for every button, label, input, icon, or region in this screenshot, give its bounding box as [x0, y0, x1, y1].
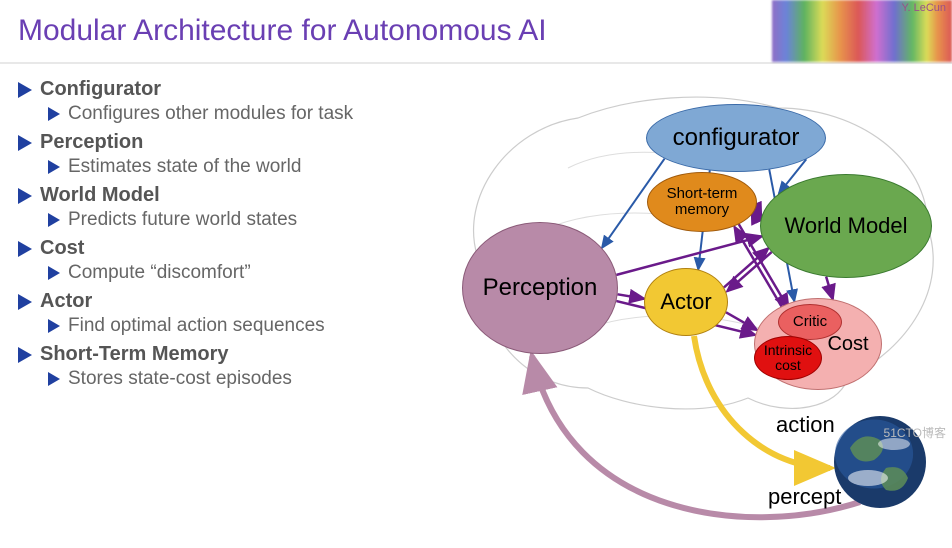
- bullet-arrow-icon: [48, 107, 60, 121]
- bullet-arrow-icon: [48, 319, 60, 333]
- bullet-label: Perception: [40, 131, 143, 154]
- bullet-arrow-icon: [18, 294, 32, 310]
- bullet-label: Cost: [40, 237, 84, 260]
- bullet-top: Perception: [18, 131, 448, 154]
- architecture-diagram: action percept Perception World Model confi…: [448, 78, 952, 531]
- bullet-sub-label: Predicts future world states: [68, 209, 297, 231]
- bullet-arrow-icon: [18, 135, 32, 151]
- node-critic: Critic: [778, 304, 842, 340]
- bullet-top: World Model: [18, 184, 448, 207]
- bullet-top: Cost: [18, 237, 448, 260]
- bullet-label: Configurator: [40, 78, 161, 101]
- node-label: Intrinsic cost: [764, 343, 812, 372]
- bullet-sub-label: Find optimal action sequences: [68, 315, 325, 337]
- slide-header: Y. LeCun Modular Architecture for Autono…: [0, 0, 952, 64]
- bullet-item: Short-Term MemoryStores state-cost episo…: [18, 343, 448, 390]
- edge-actor-worldmodel: [724, 248, 768, 287]
- node-label: Actor: [660, 290, 711, 313]
- bullet-item: PerceptionEstimates state of the world: [18, 131, 448, 178]
- bullet-sub-label: Compute “discomfort”: [68, 262, 251, 284]
- node-label: Short-term memory: [667, 186, 738, 218]
- node-label: Critic: [793, 314, 827, 330]
- bullet-label: Actor: [40, 290, 92, 313]
- bullet-list: ConfiguratorConfigures other modules for…: [18, 78, 448, 531]
- edge-worldmodel-cost: [826, 277, 833, 300]
- node-stm: Short-term memory: [647, 172, 757, 232]
- bullet-top: Actor: [18, 290, 448, 313]
- bullet-sub-label: Configures other modules for task: [68, 103, 353, 125]
- bullet-arrow-icon: [48, 160, 60, 174]
- bullet-arrow-icon: [48, 213, 60, 227]
- bullet-sub-label: Stores state-cost episodes: [68, 368, 292, 390]
- bullet-sub: Find optimal action sequences: [18, 315, 448, 337]
- bullet-item: ConfiguratorConfigures other modules for…: [18, 78, 448, 125]
- bullet-arrow-icon: [18, 188, 32, 204]
- bullet-sub-label: Estimates state of the world: [68, 156, 301, 178]
- bullet-arrow-icon: [18, 347, 32, 363]
- bullet-top: Short-Term Memory: [18, 343, 448, 366]
- node-label: Cost: [827, 334, 868, 355]
- node-perception: Perception: [462, 222, 618, 354]
- node-configurator: configurator: [646, 104, 826, 172]
- edge-worldmodel-actor: [727, 252, 771, 291]
- node-label: Perception: [483, 275, 598, 300]
- bullet-arrow-icon: [48, 372, 60, 386]
- author-label: Y. LeCun: [902, 2, 946, 14]
- node-actor: Actor: [644, 268, 728, 336]
- bullet-label: World Model: [40, 184, 160, 207]
- edge-perception-actor: [618, 294, 645, 298]
- watermark: 51CTO博客: [884, 424, 946, 441]
- node-label: configurator: [673, 125, 800, 150]
- bullet-sub: Stores state-cost episodes: [18, 368, 448, 390]
- bullet-arrow-icon: [18, 241, 32, 257]
- bullet-top: Configurator: [18, 78, 448, 101]
- node-worldmodel: World Model: [760, 174, 932, 278]
- bullet-label: Short-Term Memory: [40, 343, 229, 366]
- bullet-arrow-icon: [18, 82, 32, 98]
- bullet-sub: Configures other modules for task: [18, 103, 448, 125]
- node-intrinsic: Intrinsic cost: [754, 336, 822, 380]
- flow-label-action: action: [776, 412, 835, 437]
- bullet-item: ActorFind optimal action sequences: [18, 290, 448, 337]
- bullet-sub: Estimates state of the world: [18, 156, 448, 178]
- bullet-sub: Compute “discomfort”: [18, 262, 448, 284]
- bullet-arrow-icon: [48, 266, 60, 280]
- slide-content: ConfiguratorConfigures other modules for…: [0, 64, 952, 531]
- node-label: World Model: [784, 214, 907, 237]
- flow-label-percept: percept: [768, 484, 841, 509]
- bullet-item: CostCompute “discomfort”: [18, 237, 448, 284]
- bullet-item: World ModelPredicts future world states: [18, 184, 448, 231]
- bullet-sub: Predicts future world states: [18, 209, 448, 231]
